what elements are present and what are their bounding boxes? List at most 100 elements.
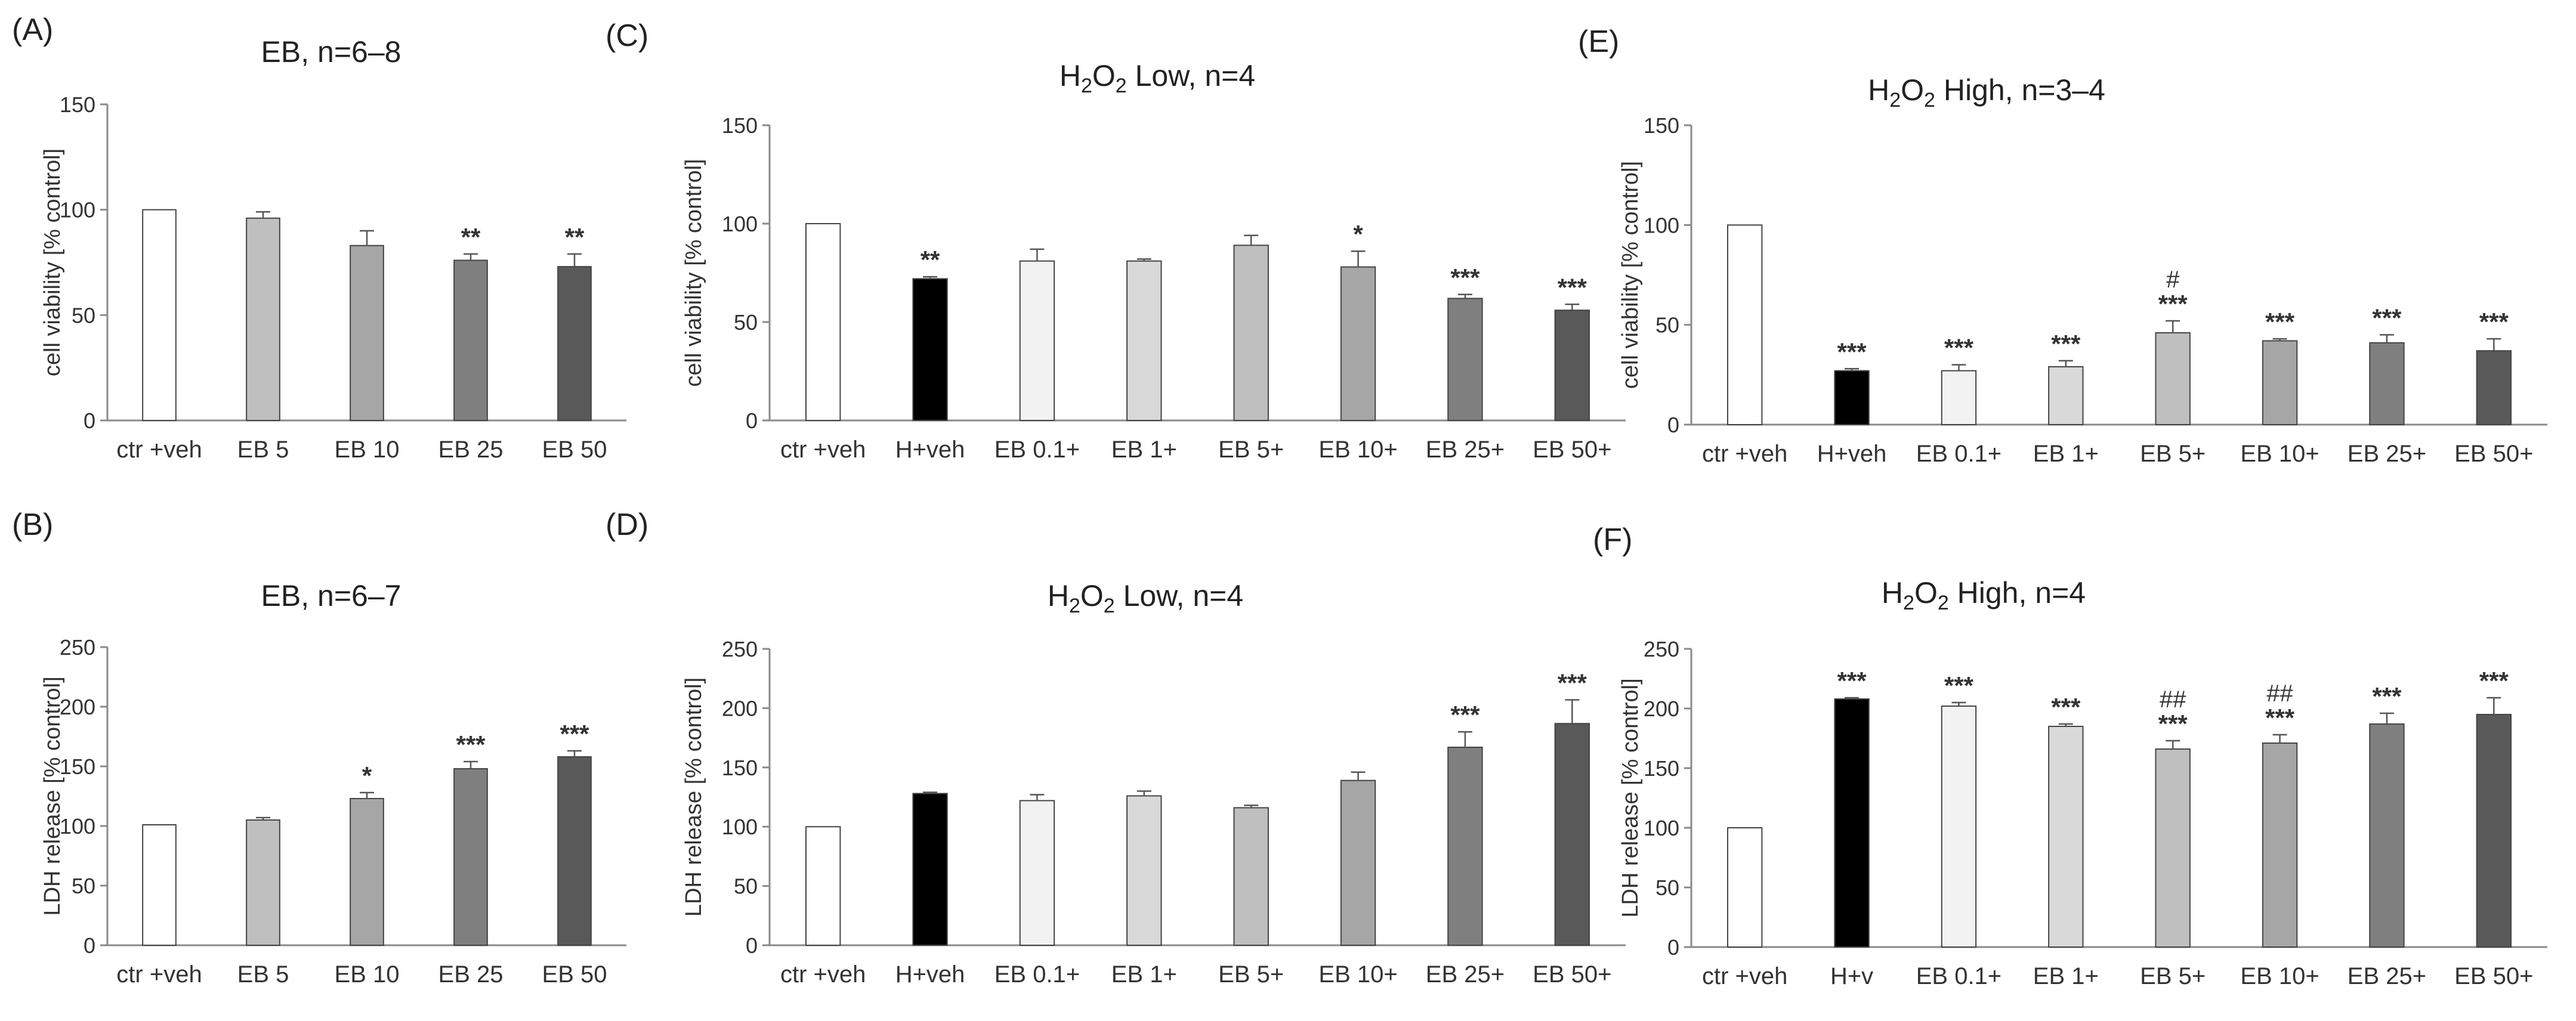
- chart-b-category-label: EB 50: [542, 961, 607, 988]
- chart-f-y-tick-label: 100: [1644, 816, 1679, 840]
- chart-f-significance-label: ***: [2265, 704, 2295, 732]
- chart-f-hash-label: ##: [2266, 680, 2293, 707]
- chart-d-bar: [1126, 795, 1162, 946]
- chart-e-bar: [2262, 340, 2298, 425]
- chart-b-bar: [557, 756, 592, 946]
- chart-c-category-label: EB 25+: [1426, 437, 1505, 463]
- chart-c-bar: [1447, 298, 1483, 421]
- chart-b-significance-label: *: [362, 762, 372, 790]
- chart-a-significance-label: **: [565, 223, 585, 251]
- chart-f-y-tick-label: 0: [1667, 935, 1679, 960]
- chart-a-y-tick-label: 150: [60, 92, 95, 117]
- chart-e-significance-label: ***: [2479, 308, 2509, 336]
- chart-e-y-tick-label: 0: [1667, 413, 1679, 437]
- chart-f-bar: [2048, 726, 2084, 948]
- chart-b-y-tick-label: 150: [60, 754, 95, 779]
- chart-c-significance-label: ***: [1450, 264, 1480, 292]
- chart-f-bar: [2369, 723, 2405, 948]
- chart-d-bar: [1019, 800, 1055, 946]
- chart-b-y-tick-label: 250: [60, 635, 95, 660]
- chart-e-significance-label: ***: [1837, 338, 1867, 366]
- chart-b-y-tick-label: 100: [60, 814, 95, 839]
- chart-f-significance-label: ***: [1837, 667, 1867, 695]
- chart-e-bar: [1941, 370, 1977, 426]
- chart-a-y-label: cell viability [% control]: [40, 148, 65, 376]
- chart-b-category-label: EB 5: [237, 961, 289, 988]
- panel-c-title: H2O2 Low, n=4: [1059, 59, 1256, 97]
- chart-f-bar: [1941, 706, 1977, 948]
- chart-b-category-label: EB 25: [438, 961, 504, 988]
- chart-e-category-label: ctr +veh: [1702, 441, 1787, 467]
- chart-c-category-label: EB 1+: [1111, 437, 1177, 463]
- chart-a-bar: [557, 266, 592, 421]
- chart-f-hash-label: ##: [2160, 686, 2186, 713]
- chart-c-category-label: H+veh: [895, 437, 965, 463]
- chart-a-y-tick-label: 0: [84, 409, 95, 433]
- chart-f-bar: [2476, 714, 2512, 948]
- panel-d-letter: (D): [606, 508, 649, 542]
- chart-e-bar: [2369, 342, 2405, 426]
- chart-f-bar: [2155, 748, 2191, 948]
- chart-c-category-label: EB 0.1+: [994, 437, 1080, 463]
- chart-d-category-label: EB 50+: [1533, 961, 1611, 988]
- chart-e-category-label: EB 50+: [2454, 441, 2533, 467]
- chart-d-category-label: EB 0.1+: [994, 961, 1080, 988]
- panel-a-title: EB, n=6–8: [261, 35, 401, 69]
- chart-a-category-label: EB 10: [335, 437, 400, 463]
- chart-f-category-label: EB 25+: [2348, 963, 2426, 989]
- chart-c-significance-label: ***: [1558, 273, 1587, 301]
- chart-d-significance-label: ***: [1558, 669, 1587, 697]
- chart-f-bar: [2262, 742, 2298, 948]
- chart-f-significance-label: ***: [2051, 693, 2081, 721]
- panel-e-letter: (E): [1578, 24, 1620, 59]
- chart-f-y-tick-label: 250: [1644, 637, 1679, 661]
- chart-d-category-label: EB 5+: [1218, 961, 1284, 988]
- chart-f-bar: [1726, 827, 1763, 948]
- chart-e-bar: [2476, 350, 2512, 426]
- chart-c-bar: [1233, 245, 1269, 421]
- chart-e-y-tick-label: 150: [1644, 113, 1679, 138]
- chart-d-category-label: EB 25+: [1426, 961, 1505, 988]
- chart-c-y-tick-label: 50: [734, 310, 758, 335]
- chart-e-significance-label: ***: [2051, 330, 2081, 358]
- chart-b-bar: [350, 798, 384, 946]
- chart-d-bar: [1554, 723, 1590, 946]
- chart-b-significance-label: ***: [456, 731, 486, 759]
- chart-e-y-tick-label: 100: [1644, 213, 1679, 237]
- chart-f-y-tick-label: 50: [1655, 875, 1679, 900]
- chart-a-bar: [453, 259, 488, 421]
- chart-d-y-label: LDH release [% control]: [681, 677, 706, 917]
- chart-d-y-tick-label: 200: [722, 696, 758, 720]
- chart-e-significance-label: ***: [2158, 290, 2188, 318]
- chart-c-y-label: cell viability [% control]: [681, 159, 706, 386]
- chart-b-category-label: ctr +veh: [116, 961, 202, 988]
- chart-e-category-label: EB 5+: [2140, 441, 2206, 467]
- chart-f-significance-label: ***: [2158, 710, 2188, 738]
- chart-c-category-label: ctr +veh: [780, 437, 866, 463]
- panel-d-title: H2O2 Low, n=4: [1047, 579, 1244, 617]
- chart-f-category-label: EB 5+: [2140, 963, 2206, 989]
- chart-d-bar: [805, 826, 841, 946]
- chart-d-category-label: EB 10+: [1318, 961, 1397, 988]
- chart-b-y-label: LDH release [% control]: [40, 676, 65, 915]
- chart-f-bar: [1834, 698, 1870, 948]
- chart-a-bar: [142, 209, 177, 421]
- chart-e-bar: [2048, 366, 2084, 425]
- chart-e-category-label: EB 10+: [2240, 441, 2319, 467]
- chart-f-category-label: ctr +veh: [1702, 963, 1787, 989]
- chart-e-bar: [2155, 332, 2191, 426]
- chart-f-category-label: EB 1+: [2033, 963, 2099, 989]
- chart-b-bar: [246, 819, 280, 946]
- chart-a-category-label: EB 50: [542, 437, 607, 463]
- chart-c-category-label: EB 5+: [1218, 437, 1284, 463]
- chart-f-category-label: EB 50+: [2454, 963, 2533, 989]
- chart-a-category-label: EB 5: [237, 437, 289, 463]
- chart-d-y-tick-label: 150: [722, 756, 758, 780]
- chart-f-significance-label: ***: [1944, 672, 1974, 700]
- chart-c-significance-label: *: [1353, 220, 1363, 248]
